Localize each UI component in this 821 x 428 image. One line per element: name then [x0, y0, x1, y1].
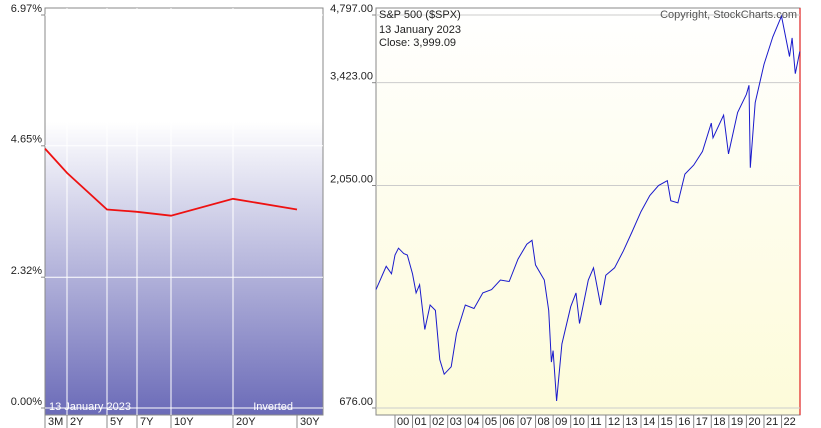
x-tick-label: 17	[696, 416, 708, 428]
series-line	[375, 14, 801, 402]
inverted-label: Inverted	[253, 401, 293, 413]
x-tick-label: 11	[590, 416, 601, 428]
y-tick-label: 2,050.00	[330, 173, 373, 185]
x-tick-label: 08	[538, 416, 550, 428]
series-line	[44, 147, 298, 217]
x-tick-label: 13	[625, 416, 637, 428]
x-tick-label: 10	[573, 416, 585, 428]
x-tick-label: 05	[485, 416, 497, 428]
spx-title: S&P 500 ($SPX)	[379, 9, 461, 21]
x-tick-label: 02	[432, 416, 444, 428]
x-tick-label: 18	[713, 416, 725, 428]
y-tick-label: 4.65%	[11, 134, 42, 146]
x-tick-label: 16	[678, 416, 690, 428]
x-tick-label: 3M	[48, 416, 63, 428]
x-tick-label: 03	[450, 416, 462, 428]
y-tick-label: 0.00%	[11, 396, 42, 408]
x-tick-label: 30Y	[300, 416, 320, 428]
y-tick-label: 676.00	[339, 396, 373, 408]
x-tick-label: 07	[520, 416, 532, 428]
x-tick-label: 2Y	[70, 416, 84, 428]
y-tick-label: 3,423.00	[330, 71, 373, 83]
x-tick-label: 7Y	[140, 416, 154, 428]
spx-date: 13 January 2023	[379, 24, 461, 36]
x-tick-label: 5Y	[110, 416, 124, 428]
x-tick-label: 10Y	[174, 416, 194, 428]
yield-date: 13 January 2023	[49, 401, 131, 413]
spx-plot-area	[375, 7, 801, 416]
x-tick-label: 09	[555, 416, 567, 428]
x-tick-label: 20Y	[236, 416, 256, 428]
x-tick-label: 00	[397, 416, 409, 428]
y-tick-label: 6.97%	[11, 3, 42, 15]
x-tick-label: 14	[643, 416, 655, 428]
x-tick-label: 12	[608, 416, 620, 428]
x-tick-label: 15	[661, 416, 673, 428]
x-tick-label: 01	[415, 416, 427, 428]
x-tick-label: 04	[467, 416, 479, 428]
y-tick-label: 4,797.00	[330, 3, 373, 15]
spx-close: Close: 3,999.09	[379, 37, 456, 49]
x-tick-label: 22	[784, 416, 796, 428]
x-tick-label: 21	[766, 416, 778, 428]
copyright: Copyright, StockCharts.com	[660, 9, 797, 21]
y-tick-label: 2.32%	[11, 265, 42, 277]
x-tick-label: 19	[731, 416, 743, 428]
x-tick-label: 06	[502, 416, 514, 428]
x-tick-label: 20	[748, 416, 760, 428]
